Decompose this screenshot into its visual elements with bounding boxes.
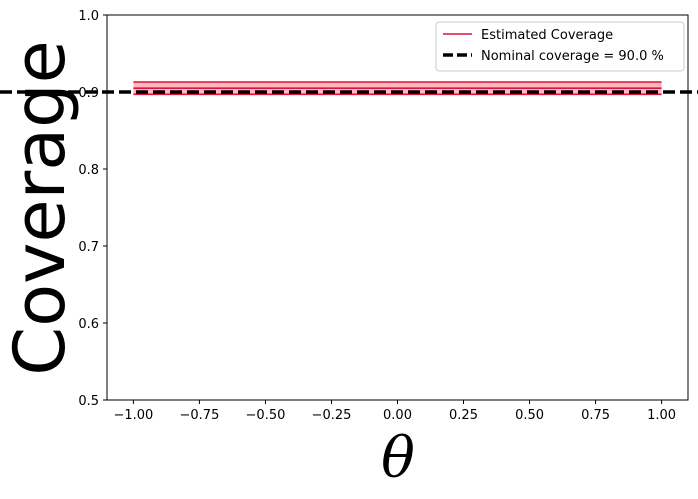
y-tick-label: 1.0 [78, 9, 99, 24]
x-tick-label: −0.75 [180, 408, 220, 423]
plot-frame [106, 14, 689, 401]
axes-layer [106, 14, 689, 401]
x-axis-label: θ [381, 426, 415, 491]
y-tick-label: 0.8 [78, 163, 99, 178]
legend: Estimated Coverage Nominal coverage = 90… [435, 21, 685, 72]
legend-label-estimated: Estimated Coverage [481, 28, 613, 43]
x-tick-label: −0.25 [312, 408, 352, 423]
x-tick-label: 0.50 [515, 408, 544, 423]
x-tick-label: −0.50 [246, 408, 286, 423]
x-ticks: −1.00 −0.75 −0.50 −0.25 0.00 0.25 0.50 0.75 1.00 [113, 400, 676, 423]
x-tick-label: 0.00 [383, 408, 412, 423]
series-layer [133, 81, 662, 96]
y-tick-label: 0.6 [78, 317, 99, 332]
legend-frame [435, 21, 685, 72]
y-tick-label: 0.7 [78, 240, 99, 255]
y-axis-label: Coverage [0, 40, 81, 375]
x-tick-label: 1.00 [647, 408, 676, 423]
y-tick-label: 0.5 [78, 394, 99, 409]
legend-label-nominal: Nominal coverage = 90.0 % [481, 49, 664, 64]
x-tick-label: 0.25 [449, 408, 478, 423]
x-tick-label: 0.75 [581, 408, 610, 423]
x-tick-label: −1.00 [113, 408, 153, 423]
y-ticks: 0.50.60.70.80.91.0 [78, 9, 107, 409]
